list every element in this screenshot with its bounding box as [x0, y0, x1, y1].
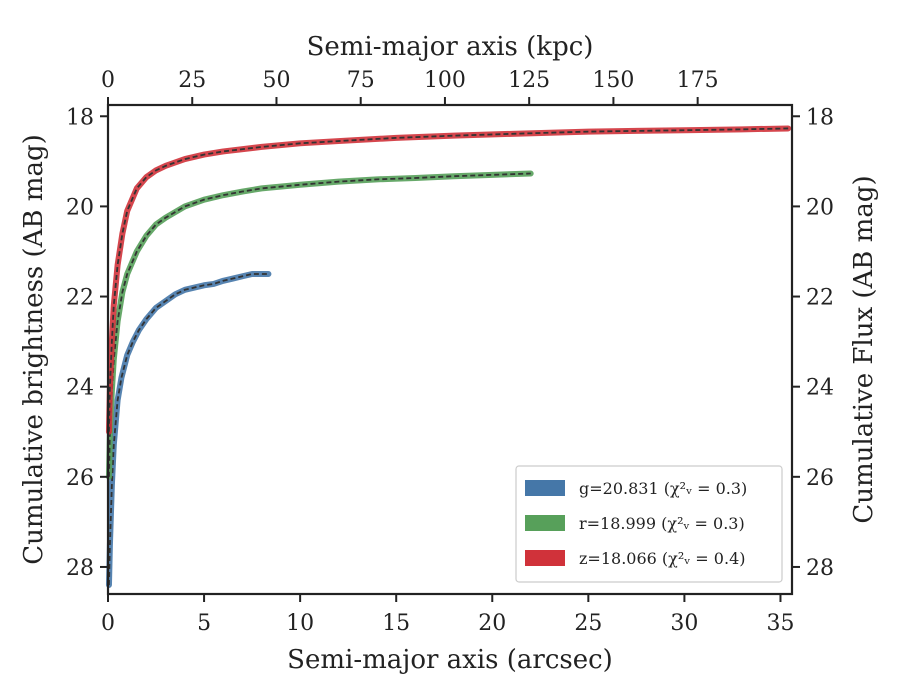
top-x-tick-label: 150	[592, 68, 634, 93]
right-y-tick-label: 26	[806, 466, 834, 491]
y-tick-label: 24	[66, 376, 94, 401]
series-g-band	[105, 271, 272, 588]
ticks-layer: 0 5 10 15 20 25 30 35 0 25 50 75 100 125 150 175 18 18 20 2…	[66, 68, 834, 636]
x-tick-label: 0	[101, 611, 115, 636]
y-axis-label: Cumulative brightness (AB mag)	[19, 134, 49, 565]
legend-box	[515, 465, 783, 583]
top-x-tick-label: 50	[262, 68, 290, 93]
y-tick-label: 28	[66, 556, 94, 581]
right-y-tick-label: 22	[806, 286, 834, 311]
top-x-tick-label: 25	[178, 68, 206, 93]
legend-swatch-z	[525, 550, 565, 566]
x-tick-label: 15	[382, 611, 410, 636]
series-z-model-line	[108, 127, 789, 432]
right-y-tick-label: 18	[806, 105, 834, 130]
y-tick-label: 20	[66, 195, 94, 220]
top-x-tick-label: 175	[677, 68, 719, 93]
x-tick-label: 20	[478, 611, 506, 636]
x-tick-label: 10	[286, 611, 314, 636]
legend-label-r: r=18.999 (χ²ᵥ = 0.3)	[579, 514, 745, 533]
legend-label-z: z=18.066 (χ²ᵥ = 0.4)	[579, 549, 745, 568]
x-tick-label: 35	[766, 611, 794, 636]
legend-label-g: g=20.831 (χ²ᵥ = 0.3)	[579, 479, 747, 498]
series-r-band	[105, 170, 534, 480]
series-r-model-line	[108, 172, 531, 477]
top-x-tick-label: 125	[508, 68, 550, 93]
plot-frame	[106, 103, 794, 596]
legend-swatch-r	[525, 515, 565, 531]
right-y-tick-label: 28	[806, 556, 834, 581]
right-y-tick-label: 20	[806, 195, 834, 220]
series-layer	[105, 125, 792, 588]
x-axis-label: Semi-major axis (arcsec)	[287, 645, 613, 675]
x-tick-label: 5	[197, 611, 211, 636]
y-tick-label: 26	[66, 466, 94, 491]
right-y-tick-label: 24	[806, 376, 834, 401]
top-x-tick-label: 100	[424, 68, 466, 93]
top-x-tick-label: 0	[101, 68, 115, 93]
series-g-model-line	[108, 273, 269, 586]
y-tick-label: 22	[66, 286, 94, 311]
top-x-tick-label: 75	[347, 68, 375, 93]
right-y-axis-label: Cumulative Flux (AB mag)	[849, 175, 879, 523]
legend-swatch-g	[525, 480, 565, 496]
y-tick-label: 18	[66, 105, 94, 130]
x-tick-label: 25	[574, 611, 602, 636]
legend: g=20.831 (χ²ᵥ = 0.3) r=18.999 (χ²ᵥ = 0.3)…	[515, 465, 783, 583]
top-x-axis-label: Semi-major axis (kpc)	[307, 32, 594, 62]
x-tick-label: 30	[670, 611, 698, 636]
